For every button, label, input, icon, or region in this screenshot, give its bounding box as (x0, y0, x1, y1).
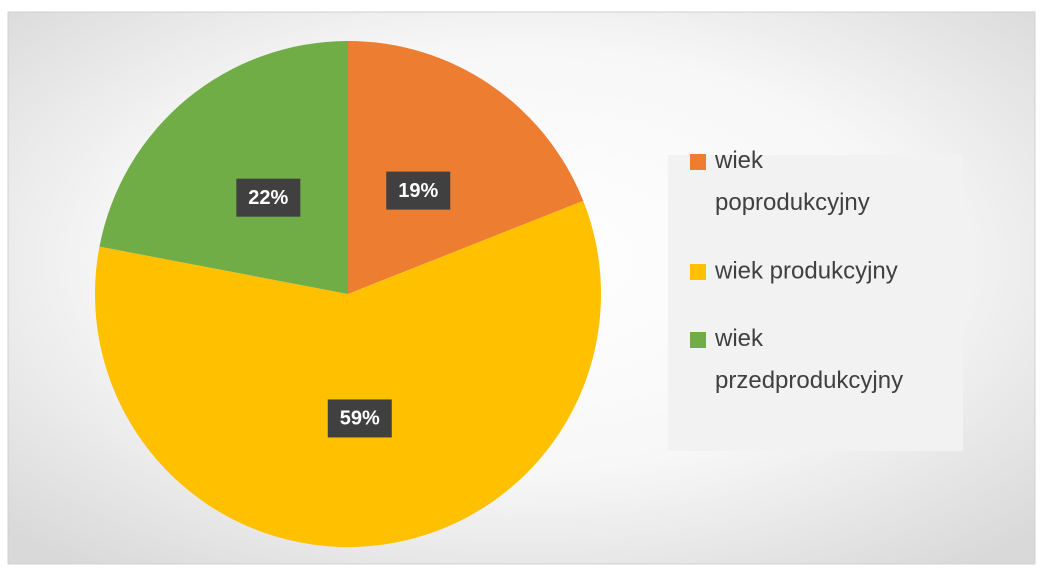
legend-swatch (690, 264, 706, 280)
data-label-box (236, 178, 301, 217)
legend-label: wiek poprodukcyjny (714, 147, 870, 216)
data-label-box (327, 399, 392, 438)
legend-label: wiek przedprodukcyjny (714, 325, 903, 394)
pie-slice (348, 41, 584, 294)
legend-box (668, 155, 963, 451)
legend-label: wiek produkcyjny (714, 257, 898, 284)
data-label: 22% (248, 187, 288, 209)
data-label: 59% (340, 408, 380, 430)
pie-slice (99, 41, 348, 294)
pie-slice (95, 200, 601, 547)
data-label-box (386, 171, 451, 210)
legend-swatch (690, 154, 706, 170)
data-label: 19% (398, 180, 438, 202)
legend-swatch (690, 332, 706, 348)
